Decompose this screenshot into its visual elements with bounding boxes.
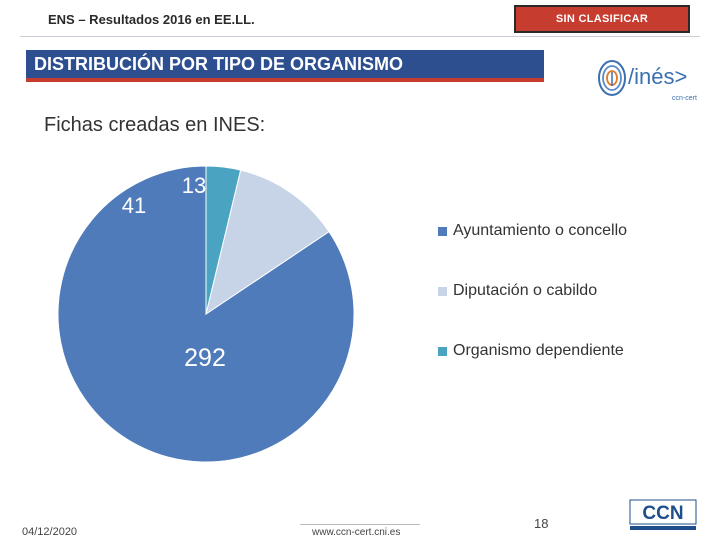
ccn-logo-text: CCN <box>642 503 683 524</box>
legend-swatch <box>438 346 447 356</box>
legend-swatch <box>438 226 447 236</box>
chart-subtitle: Fichas creadas en INES: <box>44 114 266 136</box>
footer-divider <box>300 524 420 525</box>
fingerprint-icon <box>598 60 626 96</box>
ccn-logo: CCN <box>629 499 697 530</box>
legend-label: Organismo dependiente <box>453 342 624 359</box>
footer-url[interactable]: www.ccn-cert.cni.es <box>312 527 401 538</box>
legend-item: Ayuntamiento o concello <box>438 222 627 240</box>
pie-slice <box>205 169 330 316</box>
page-number: 18 <box>534 516 549 531</box>
legend-swatch <box>438 286 447 296</box>
ines-logo: /inés> ccn-cert <box>598 60 697 102</box>
section-title: DISTRIBUCIÓN POR TIPO DE ORGANISMO <box>26 50 544 82</box>
header-divider <box>20 36 700 37</box>
pie-slice <box>205 165 242 315</box>
logo-subtext: ccn-cert <box>672 95 697 102</box>
data-label: 41 <box>122 193 146 218</box>
legend-item: Diputación o cabildo <box>438 282 597 300</box>
classification-badge: SIN CLASIFICAR <box>514 5 690 33</box>
legend-label: Diputación o cabildo <box>453 282 598 299</box>
data-label: 292 <box>184 344 226 372</box>
logo-text: /inés> <box>628 64 687 89</box>
legend-item: Organismo dependiente <box>438 342 624 360</box>
legend-label: Ayuntamiento o concello <box>453 222 628 239</box>
data-label: 13 <box>182 173 206 198</box>
header-title: ENS – Resultados 2016 en EE.LL. <box>48 12 255 27</box>
footer-date: 04/12/2020 <box>22 526 78 538</box>
